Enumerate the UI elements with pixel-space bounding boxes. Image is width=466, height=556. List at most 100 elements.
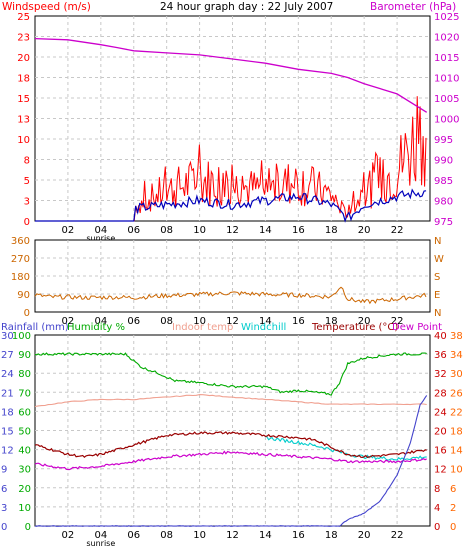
c3-dew-tick-3: 10	[450, 465, 463, 476]
c3-rain-tick-1: 3	[1, 503, 7, 514]
x-tick-04: 04	[94, 530, 107, 541]
x-tick-20: 20	[358, 225, 371, 236]
series-barometer	[34, 37, 428, 113]
c3-hum-tick-4: 40	[18, 446, 31, 457]
x-tick-10: 10	[193, 530, 206, 541]
x-tick-16: 16	[292, 316, 305, 327]
c1-right-tick-8: 1015	[434, 53, 459, 64]
c2-left-tick-270: 270	[11, 254, 30, 265]
c3-temp-tick-10: 40	[434, 331, 447, 342]
c1-left-tick-6: 15	[17, 94, 30, 105]
series-indoor-temp	[34, 394, 427, 408]
c3-rain-tick-10: 30	[1, 331, 14, 342]
c3-hum-tick-2: 20	[18, 484, 31, 495]
c3-temp-tick-7: 28	[434, 388, 447, 399]
c2-right-letter-0: N	[434, 236, 441, 247]
x-tick-02: 02	[62, 225, 75, 236]
c2-left-tick-90: 90	[17, 290, 30, 301]
chart3-label-rainfall: Rainfall (mm)	[1, 322, 69, 333]
x-tick-04: 04	[94, 316, 107, 327]
c2-left-tick-360: 360	[11, 236, 30, 247]
x-tick-10: 10	[193, 316, 206, 327]
sunrise-label: sunrise	[86, 234, 115, 243]
c3-dew-tick-9: 34	[450, 350, 463, 361]
c3-temp-tick-0: 0	[434, 522, 440, 533]
x-tick-02: 02	[62, 530, 75, 541]
c3-temp-tick-4: 16	[434, 446, 447, 457]
c3-hum-tick-0: 0	[25, 522, 31, 533]
x-tick-14: 14	[259, 316, 272, 327]
series-windchill	[265, 435, 427, 461]
c3-temp-tick-3: 12	[434, 465, 447, 476]
x-tick-14: 14	[259, 530, 272, 541]
c1-left-tick-1: 3	[24, 197, 30, 208]
c3-hum-tick-6: 60	[18, 407, 31, 418]
c3-temp-tick-6: 24	[434, 407, 447, 418]
x-tick-22: 22	[391, 225, 404, 236]
x-tick-18: 18	[325, 530, 338, 541]
x-tick-12: 12	[226, 316, 239, 327]
chart3-series	[34, 352, 428, 527]
chart1-axes: 0358101315182023259759809859909951000100…	[17, 12, 459, 243]
c3-temp-tick-2: 8	[434, 484, 440, 495]
c2-right-letter-1: W	[434, 254, 444, 265]
c1-left-tick-2: 5	[24, 176, 30, 187]
c3-rain-tick-7: 21	[1, 388, 14, 399]
x-tick-06: 06	[127, 225, 140, 236]
c1-right-tick-6: 1005	[434, 94, 459, 105]
x-tick-08: 08	[160, 530, 173, 541]
c3-rain-tick-6: 18	[1, 407, 14, 418]
x-tick-16: 16	[292, 225, 305, 236]
c3-dew-tick-0: 0	[450, 522, 456, 533]
chart3-grid	[35, 335, 430, 526]
c3-hum-tick-5: 50	[18, 427, 31, 438]
c2-right-letter-3: E	[434, 290, 440, 301]
c1-left-tick-8: 20	[17, 53, 30, 64]
x-tick-20: 20	[358, 316, 371, 327]
c3-dew-tick-2: 6	[450, 484, 456, 495]
chart1-series	[34, 37, 428, 223]
x-tick-08: 08	[160, 225, 173, 236]
x-tick-22: 22	[391, 316, 404, 327]
c3-rain-tick-5: 15	[1, 427, 14, 438]
x-tick-12: 12	[226, 530, 239, 541]
c1-right-tick-4: 995	[434, 135, 453, 146]
c3-dew-tick-4: 14	[450, 446, 463, 457]
c1-left-tick-7: 18	[17, 74, 30, 85]
x-tick-02: 02	[62, 316, 75, 327]
x-tick-08: 08	[160, 316, 173, 327]
x-tick-06: 06	[127, 316, 140, 327]
c3-hum-tick-9: 90	[18, 350, 31, 361]
c3-hum-tick-10: 100	[12, 331, 31, 342]
c1-left-tick-9: 23	[17, 33, 30, 44]
series-humidity	[34, 352, 427, 396]
c1-right-tick-10: 1025	[434, 12, 459, 23]
c3-rain-tick-2: 6	[1, 484, 7, 495]
c3-dew-tick-8: 30	[450, 369, 463, 380]
x-tick-16: 16	[292, 530, 305, 541]
sunrise-label: sunrise	[86, 539, 115, 548]
chart1-title: 24 hour graph day : 22 July 2007	[160, 1, 333, 13]
c3-rain-tick-8: 24	[1, 369, 14, 380]
chart1-left-label: Windspeed (m/s)	[2, 1, 91, 13]
c2-left-tick-180: 180	[11, 272, 30, 283]
c3-rain-tick-3: 9	[1, 465, 7, 476]
series-rainfall	[34, 395, 428, 527]
c3-hum-tick-3: 30	[18, 465, 31, 476]
chart3-label-windchill: Windchill	[241, 322, 286, 333]
c3-temp-tick-8: 32	[434, 369, 447, 380]
c2-right-letter-2: S	[434, 272, 440, 283]
c1-left-tick-4: 10	[17, 135, 30, 146]
c3-temp-tick-1: 4	[434, 503, 440, 514]
c1-right-tick-9: 1020	[434, 33, 459, 44]
series-average-wind	[35, 188, 427, 223]
x-tick-20: 20	[358, 530, 371, 541]
c1-right-tick-3: 990	[434, 156, 453, 167]
series-wind-direction	[34, 286, 427, 305]
chart3-label-humidity: Humidity %	[67, 322, 125, 333]
c2-right-letter-4: N	[434, 308, 441, 319]
x-tick-18: 18	[325, 316, 338, 327]
